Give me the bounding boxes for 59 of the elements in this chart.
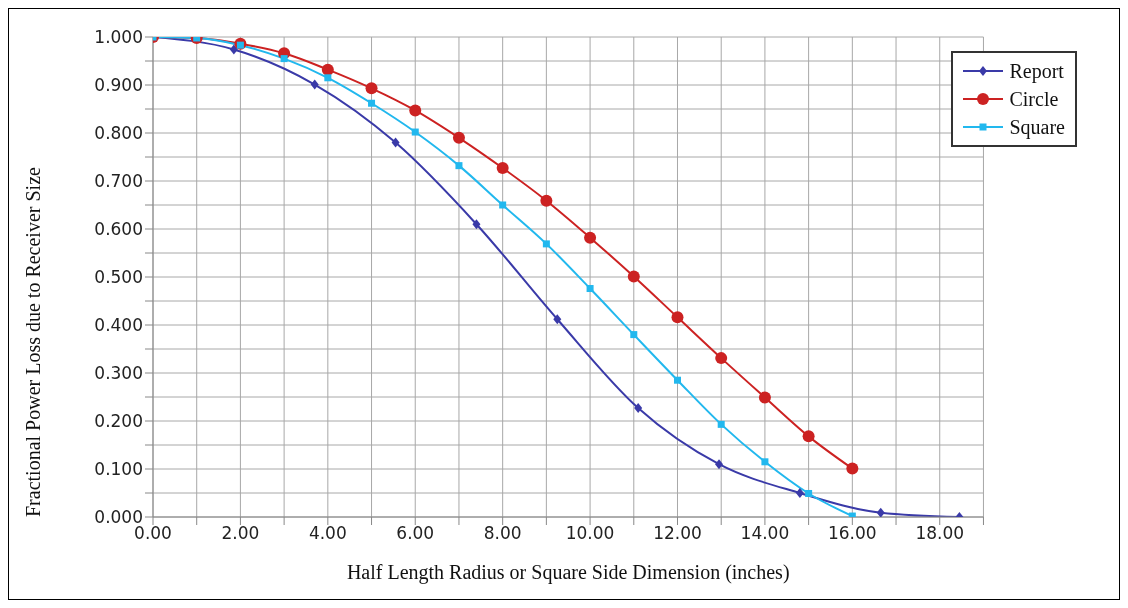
point xyxy=(671,311,684,324)
point xyxy=(409,104,422,117)
x-tick-label: 0.00 xyxy=(134,523,172,544)
point xyxy=(365,82,378,95)
point xyxy=(496,162,509,175)
y-tick-label: 0.600 xyxy=(94,219,143,240)
legend-label: Square xyxy=(1009,115,1065,141)
x-tick-label: 16.00 xyxy=(827,523,877,544)
point xyxy=(802,430,815,443)
y-tick-label: 0.200 xyxy=(94,411,143,432)
x-tick-label: 12.00 xyxy=(653,523,702,544)
point xyxy=(368,99,376,107)
x-tick-label: 18.00 xyxy=(915,523,965,544)
point xyxy=(324,74,332,82)
y-tick-label: 0.100 xyxy=(94,459,143,480)
point xyxy=(846,462,859,475)
y-axis-title: Fractional Power Loss due to Receiver Size xyxy=(22,166,45,517)
x-tick-label: 14.00 xyxy=(740,523,790,544)
point xyxy=(455,162,463,170)
point xyxy=(499,201,507,209)
y-tick-label: 0.400 xyxy=(94,315,143,336)
point xyxy=(630,331,638,339)
x-tick-label: 10.00 xyxy=(565,523,615,544)
point xyxy=(280,55,288,63)
point xyxy=(715,459,724,470)
x-tick-label: 2.00 xyxy=(221,523,260,544)
y-tick-label: 0.500 xyxy=(94,267,143,288)
x-tick-label: 8.00 xyxy=(483,523,522,544)
point xyxy=(876,507,885,517)
y-tick-label: 0.900 xyxy=(94,75,143,96)
point xyxy=(229,44,238,55)
point xyxy=(805,489,813,497)
y-tick-label: 1.000 xyxy=(94,27,143,48)
x-axis-title: Half Length Radius or Square Side Dimension (inches) xyxy=(346,561,790,584)
legend-label: Circle xyxy=(1009,87,1059,112)
point xyxy=(715,352,728,365)
point xyxy=(310,79,319,90)
point xyxy=(542,240,550,248)
y-tick-label: 0.300 xyxy=(94,363,143,384)
point xyxy=(761,458,769,466)
point xyxy=(584,231,597,244)
point xyxy=(411,128,419,136)
point xyxy=(758,391,771,404)
point xyxy=(540,194,553,207)
point xyxy=(452,131,465,144)
point xyxy=(634,403,643,414)
point xyxy=(586,285,594,293)
legend-label: Report xyxy=(1009,59,1064,85)
point xyxy=(674,376,681,384)
x-tick-label: 6.00 xyxy=(396,523,435,544)
point xyxy=(717,420,725,428)
y-tick-label: 0.700 xyxy=(94,171,143,192)
point xyxy=(553,314,562,325)
point xyxy=(627,270,640,283)
point xyxy=(795,488,804,498)
y-tick-label: 0.800 xyxy=(94,123,143,144)
point xyxy=(391,137,400,148)
point xyxy=(472,219,481,230)
x-tick-label: 4.00 xyxy=(308,523,347,544)
